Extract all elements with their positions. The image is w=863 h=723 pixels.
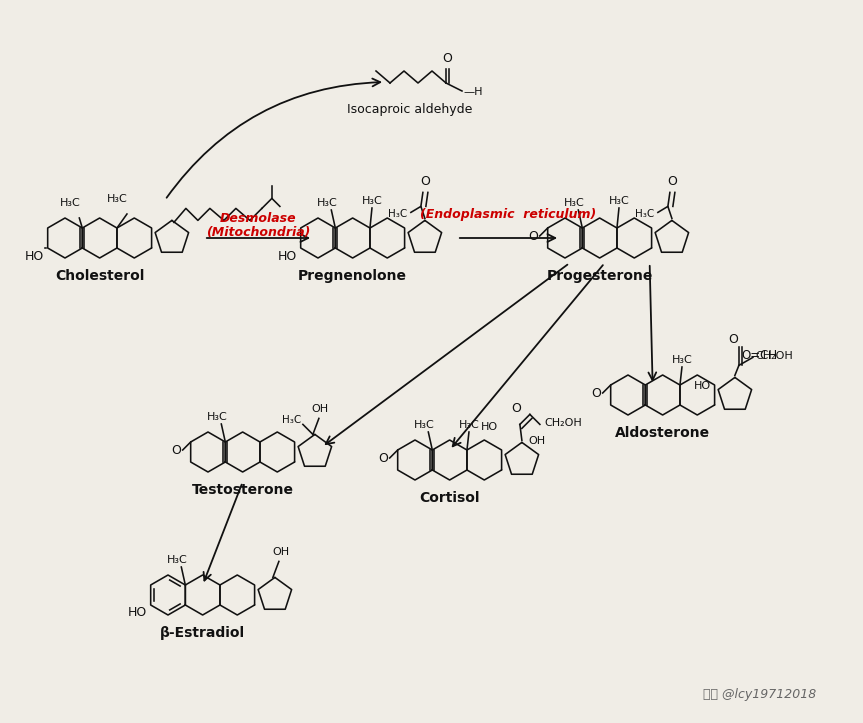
Text: CH₂OH: CH₂OH — [755, 351, 792, 362]
Text: Isocaproic aldehyde: Isocaproic aldehyde — [347, 103, 473, 116]
Text: O: O — [511, 403, 520, 416]
Text: H₃C: H₃C — [60, 198, 81, 208]
Text: Testosterone: Testosterone — [192, 483, 293, 497]
Text: O: O — [442, 52, 452, 65]
Text: Progesterone: Progesterone — [546, 269, 652, 283]
Text: (Endoplasmic  reticulum): (Endoplasmic reticulum) — [420, 208, 596, 221]
Text: OH: OH — [528, 437, 545, 446]
Text: O=CH: O=CH — [740, 349, 777, 362]
Text: O: O — [420, 176, 430, 189]
Text: H₃C: H₃C — [281, 416, 301, 425]
Text: Desmolase: Desmolase — [220, 212, 297, 225]
Text: HO: HO — [128, 607, 148, 620]
Text: Cortisol: Cortisol — [419, 491, 480, 505]
Text: Pregnenolone: Pregnenolone — [298, 269, 407, 283]
Text: H₃C: H₃C — [564, 198, 585, 208]
Text: (Mitochondria): (Mitochondria) — [206, 226, 311, 239]
Text: —H: —H — [463, 87, 482, 97]
Text: H₃C: H₃C — [458, 420, 479, 430]
Text: β-Estradiol: β-Estradiol — [160, 626, 245, 640]
Text: H₃C: H₃C — [414, 420, 435, 430]
Text: CH₂OH: CH₂OH — [544, 419, 582, 429]
Text: Aldosterone: Aldosterone — [615, 426, 710, 440]
Text: HO: HO — [694, 381, 711, 391]
Text: H₃C: H₃C — [634, 210, 654, 219]
Text: H₃C: H₃C — [207, 412, 228, 422]
Text: H₃C: H₃C — [387, 210, 406, 219]
Text: HO: HO — [278, 249, 297, 262]
Text: O: O — [667, 176, 677, 189]
Text: OH: OH — [273, 547, 289, 557]
Text: OH: OH — [312, 404, 329, 414]
Text: HO: HO — [25, 249, 44, 262]
Text: O: O — [379, 452, 388, 465]
Text: Cholesterol: Cholesterol — [55, 269, 144, 283]
Text: H₃C: H₃C — [167, 555, 187, 565]
Text: H₃C: H₃C — [608, 196, 629, 206]
Text: H₃C: H₃C — [107, 194, 128, 204]
Text: H₃C: H₃C — [317, 198, 337, 208]
Text: H₃C: H₃C — [362, 196, 382, 206]
Text: HO: HO — [481, 422, 498, 432]
Text: O: O — [529, 230, 539, 243]
Text: 知乎 @lcy19712018: 知乎 @lcy19712018 — [703, 688, 816, 701]
Text: H₃C: H₃C — [671, 355, 692, 365]
Text: O: O — [592, 387, 602, 400]
Text: O: O — [728, 333, 738, 346]
Text: O: O — [172, 444, 181, 457]
